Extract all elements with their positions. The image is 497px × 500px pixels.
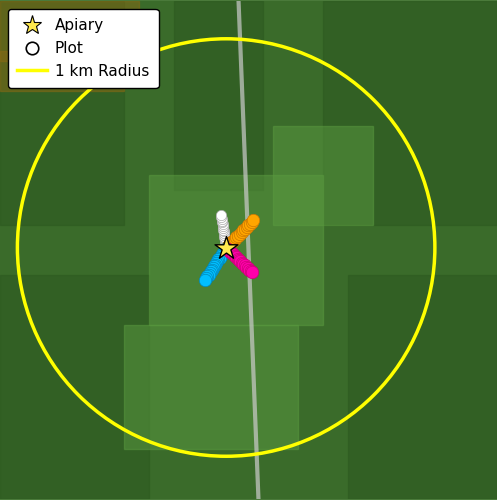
- Point: [236, 230, 244, 238]
- Point: [237, 258, 245, 266]
- Point: [218, 250, 226, 258]
- Point: [245, 222, 252, 230]
- Bar: [273, 126, 373, 225]
- Bar: [124, 324, 298, 449]
- Point: [221, 238, 229, 246]
- Point: [233, 234, 241, 241]
- Point: [205, 270, 213, 278]
- Point: [207, 268, 215, 276]
- Point: [217, 211, 225, 219]
- Point: [217, 252, 225, 260]
- Point: [242, 263, 250, 271]
- Bar: [0, 2, 124, 225]
- Point: [219, 224, 227, 232]
- Point: [234, 254, 242, 262]
- Point: [221, 236, 229, 244]
- Bar: [0, 51, 124, 91]
- Point: [208, 266, 216, 274]
- Point: [222, 244, 230, 252]
- Point: [239, 226, 247, 234]
- Bar: [348, 275, 497, 498]
- Point: [202, 274, 210, 282]
- Point: [213, 257, 221, 265]
- Point: [212, 259, 220, 267]
- Point: [248, 268, 256, 276]
- Point: [219, 222, 227, 230]
- Point: [201, 276, 209, 284]
- Point: [249, 216, 257, 224]
- Point: [222, 242, 230, 250]
- Point: [241, 224, 249, 232]
- Point: [210, 262, 218, 270]
- Point: [224, 242, 232, 250]
- Point: [226, 240, 234, 248]
- Point: [227, 238, 235, 246]
- Point: [220, 247, 228, 255]
- Point: [245, 266, 253, 274]
- Point: [218, 213, 226, 221]
- Point: [248, 218, 256, 226]
- Point: [241, 262, 249, 270]
- Point: [219, 226, 227, 234]
- Point: [234, 232, 242, 239]
- Point: [209, 264, 217, 272]
- Point: [240, 260, 248, 268]
- Point: [216, 254, 224, 262]
- Point: [218, 218, 226, 226]
- Bar: [323, 2, 497, 225]
- Bar: [174, 2, 263, 190]
- Point: [246, 220, 254, 228]
- Point: [211, 260, 219, 268]
- Legend: Apiary, Plot, 1 km Radius: Apiary, Plot, 1 km Radius: [7, 9, 159, 88]
- Point: [222, 240, 230, 248]
- Point: [215, 256, 223, 264]
- Point: [229, 250, 237, 258]
- Point: [232, 253, 240, 261]
- Point: [220, 229, 228, 237]
- Point: [229, 236, 237, 244]
- Point: [227, 248, 235, 256]
- Point: [221, 232, 229, 240]
- Point: [224, 245, 232, 253]
- Point: [244, 264, 251, 272]
- Point: [247, 267, 254, 275]
- Point: [235, 256, 243, 264]
- Point: [220, 228, 228, 235]
- Point: [221, 234, 229, 242]
- Bar: [0, 275, 149, 498]
- Point: [206, 269, 214, 277]
- Point: [219, 248, 227, 256]
- Point: [203, 272, 211, 280]
- Point: [231, 252, 239, 260]
- Bar: [149, 176, 323, 324]
- Point: [243, 223, 250, 231]
- Point: [231, 235, 239, 243]
- Point: [228, 249, 236, 257]
- Point: [218, 215, 226, 223]
- Point: [218, 216, 226, 224]
- Point: [220, 231, 228, 239]
- Bar: [0, 2, 139, 61]
- Point: [225, 246, 233, 254]
- Point: [219, 220, 227, 228]
- Point: [221, 245, 229, 253]
- Point: [238, 258, 246, 266]
- Point: [238, 228, 246, 236]
